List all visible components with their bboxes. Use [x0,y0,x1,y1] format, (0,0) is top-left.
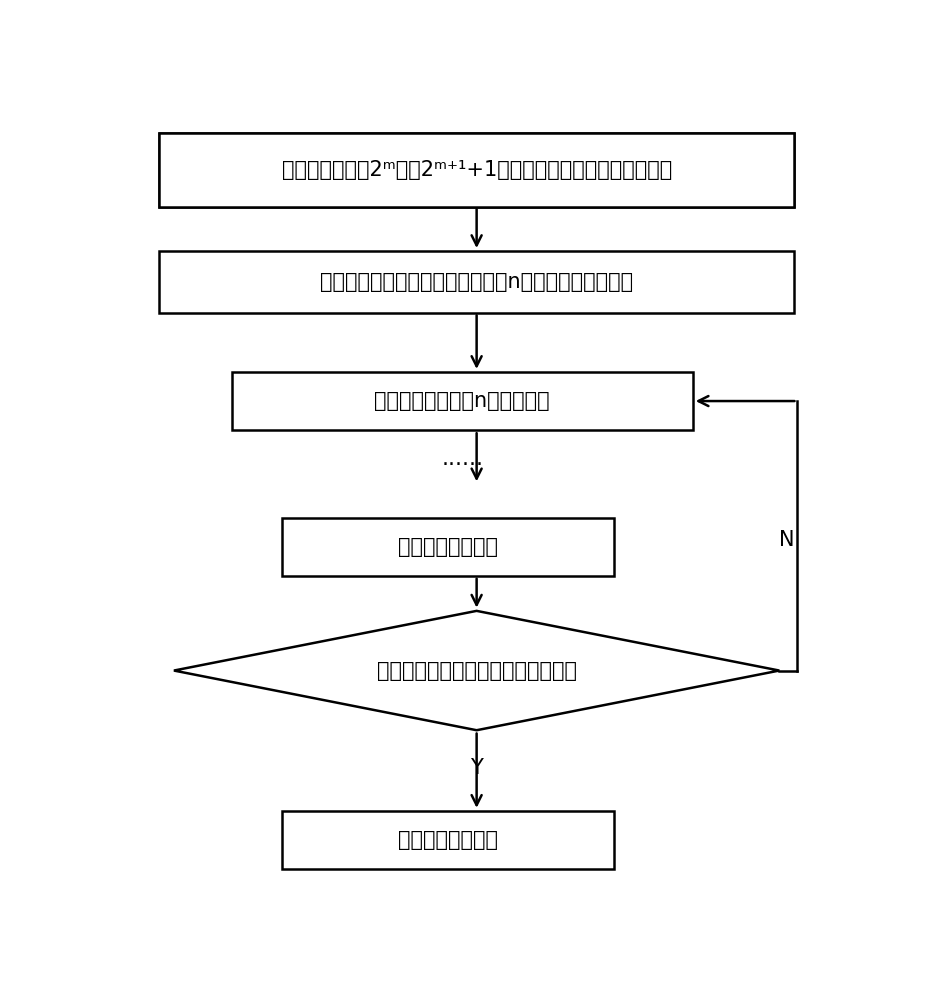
Text: ......: ...... [441,449,484,469]
Text: 判断实验设计矩阵是否满足终止条件: 判断实验设计矩阵是否满足终止条件 [377,661,577,681]
FancyBboxPatch shape [159,133,793,207]
Text: Y: Y [471,758,483,778]
FancyBboxPatch shape [282,518,614,576]
FancyBboxPatch shape [232,372,693,430]
Text: 得到试验设计矩阵: 得到试验设计矩阵 [398,537,498,557]
Text: 输出试验设计矩阵: 输出试验设计矩阵 [398,830,498,850]
FancyBboxPatch shape [282,811,614,869]
FancyBboxPatch shape [159,133,793,207]
Text: 通过基矩阵构造2ᵐ因子2ᵐ⁺¹+1水平的正交拉丁超立方设计矩阵: 通过基矩阵构造2ᵐ因子2ᵐ⁺¹+1水平的正交拉丁超立方设计矩阵 [282,160,671,180]
Text: N: N [778,530,794,550]
Text: 通过基矩阵构造2m因子2m+1+1水平的正交拉丁超立方设计矩阵: 通过基矩阵构造2m因子2m+1+1水平的正交拉丁超立方设计矩阵 [269,160,684,180]
Polygon shape [174,611,779,730]
Text: 以设计矩阵中空间分布性能最优的n列组成初始设计矩阵: 以设计矩阵中空间分布性能最优的n列组成初始设计矩阵 [320,272,633,292]
Text: 初始设计矩阵进行n次序贯采样: 初始设计矩阵进行n次序贯采样 [375,391,550,411]
FancyBboxPatch shape [159,251,793,312]
